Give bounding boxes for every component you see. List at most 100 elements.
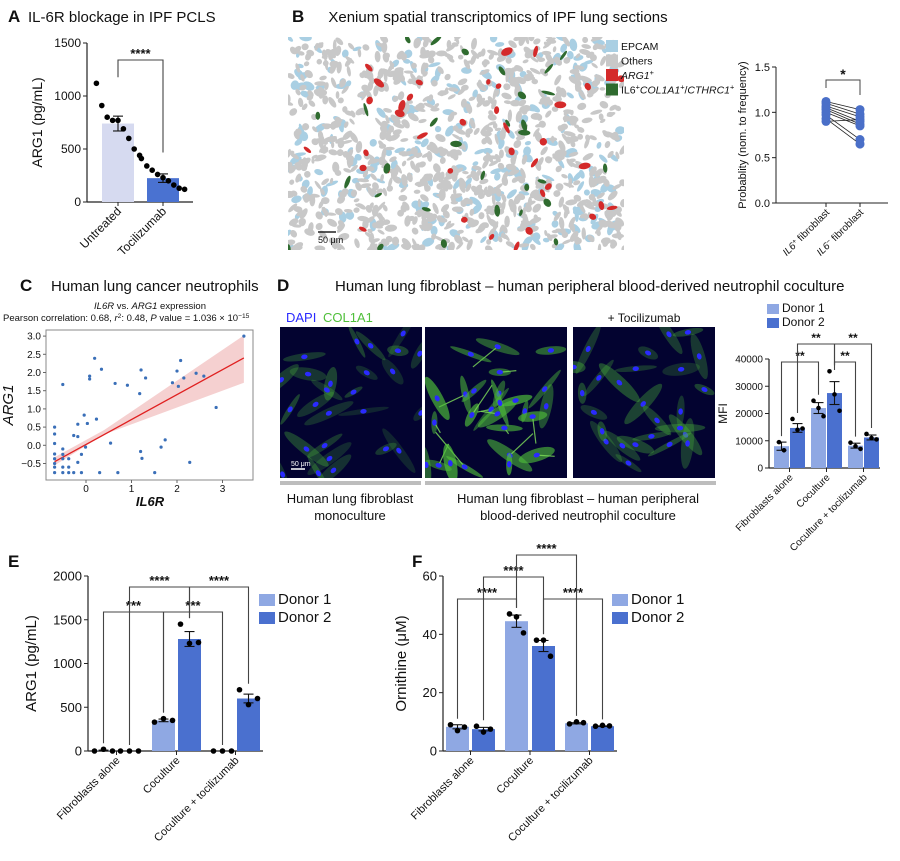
cell	[581, 36, 588, 44]
cell	[561, 238, 572, 245]
legend-label: Donor 1	[278, 591, 331, 608]
data-point	[220, 748, 226, 754]
data-point	[187, 641, 193, 647]
x-tick-label: Coculture	[494, 755, 536, 797]
data-point	[53, 452, 56, 455]
data-point	[607, 723, 613, 729]
cell	[576, 102, 587, 112]
cell	[404, 70, 414, 74]
cell	[286, 72, 296, 80]
cell	[285, 34, 295, 43]
data-point	[822, 117, 831, 126]
data-point	[88, 377, 91, 380]
text-part: IL6	[621, 85, 636, 97]
cell	[443, 73, 452, 82]
data-point	[67, 457, 70, 460]
cell	[404, 35, 412, 44]
cell	[398, 195, 407, 202]
data-point	[856, 115, 865, 124]
data-point	[153, 471, 156, 474]
data-point	[76, 435, 79, 438]
cell	[418, 118, 427, 124]
legend-swatch	[606, 69, 618, 81]
text-part: : 0.48,	[121, 313, 150, 324]
y-tick-label: 20000	[735, 409, 763, 420]
y-tick-label: 500	[61, 142, 81, 156]
cell	[462, 171, 469, 175]
x-tick-label: 1	[129, 484, 135, 495]
data-point	[229, 748, 235, 754]
cell	[368, 138, 378, 148]
data-point	[175, 369, 178, 372]
bar	[565, 723, 588, 751]
x-tick-label: Fibroblasts alone	[409, 755, 477, 823]
cell	[309, 194, 315, 206]
col1a1-label: COL1A1	[323, 310, 373, 325]
cell	[489, 33, 498, 43]
legend-label: Donor 1	[782, 301, 825, 315]
cell	[353, 238, 361, 249]
micrograph-coculture	[419, 327, 567, 484]
y-tick-label: 0	[75, 744, 82, 759]
data-point	[138, 392, 141, 395]
cell	[314, 222, 324, 232]
y-tick-label: 40000	[735, 355, 763, 366]
data-point	[76, 461, 79, 464]
stain-label: DAPI COL1A1	[286, 310, 373, 325]
data-point	[534, 637, 540, 643]
x-tick-label: 3	[220, 484, 226, 495]
data-point	[61, 466, 64, 469]
bar	[864, 437, 879, 468]
data-point	[61, 383, 64, 386]
x-tick-label: Untreated	[77, 204, 124, 251]
data-point	[72, 434, 75, 437]
y-tick-label: 1000	[53, 656, 82, 671]
cell	[359, 165, 366, 172]
data-point	[827, 369, 832, 374]
cell	[531, 79, 538, 84]
cell	[365, 96, 373, 105]
cell	[581, 117, 593, 124]
data-point	[196, 640, 202, 646]
text-part: Pearson correlation: 0.68,	[3, 313, 114, 324]
y-axis-label: ARG1 (pg/mL)	[23, 615, 40, 712]
cell	[561, 173, 569, 179]
bar	[532, 646, 555, 751]
y-tick-label: 1.0	[755, 107, 770, 119]
data-point	[126, 384, 129, 387]
cell	[288, 179, 295, 186]
cell	[504, 216, 510, 228]
cell	[598, 243, 602, 253]
text-part: +	[730, 82, 734, 91]
data-point	[179, 359, 182, 362]
y-tick-label: 20	[423, 685, 437, 700]
data-point	[246, 702, 252, 708]
cell	[343, 175, 352, 189]
cell	[336, 91, 340, 99]
cell	[600, 237, 611, 246]
data-point	[166, 178, 172, 184]
data-point	[170, 718, 176, 724]
data-point	[144, 376, 147, 379]
legend-swatch	[259, 594, 275, 606]
data-point	[149, 167, 155, 173]
cell	[558, 217, 565, 230]
data-point	[152, 719, 158, 725]
cell	[470, 37, 478, 50]
cell	[447, 93, 456, 100]
cell	[555, 183, 564, 191]
cell	[599, 87, 605, 91]
scatter-stats: Pearson correlation: 0.68, r2: 0.48, P v…	[3, 313, 250, 325]
cell	[458, 55, 464, 60]
data-point	[777, 440, 782, 445]
cell	[553, 74, 563, 87]
data-point	[171, 381, 174, 384]
cell	[311, 158, 314, 164]
data-point	[567, 721, 573, 727]
data-point	[474, 723, 480, 729]
cell	[322, 59, 330, 67]
text-part: IL6R	[94, 301, 114, 312]
cell	[299, 33, 313, 42]
